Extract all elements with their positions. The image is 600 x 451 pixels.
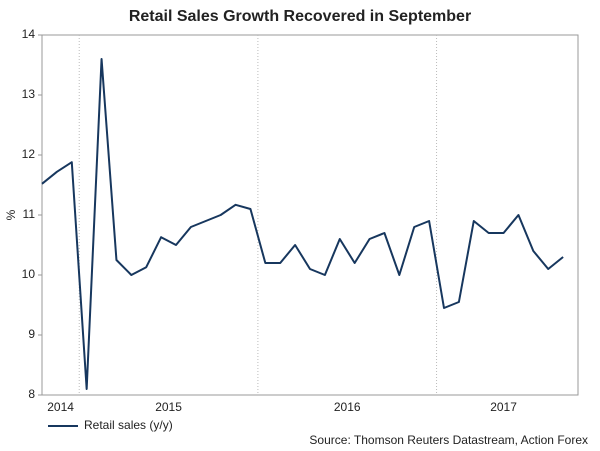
chart-title: Retail Sales Growth Recovered in Septemb… <box>129 8 471 25</box>
legend-label: Retail sales (y/y) <box>84 418 173 432</box>
y-tick-label: 9 <box>28 327 35 341</box>
y-tick-label: 14 <box>22 27 36 41</box>
y-tick-label: 13 <box>22 87 36 101</box>
source: Source: Thomson Reuters Datastream, Acti… <box>309 433 588 447</box>
y-axis-label: % <box>4 209 18 220</box>
y-tick-label: 11 <box>23 207 36 221</box>
x-tick-label: 2015 <box>155 400 182 414</box>
y-tick-label: 10 <box>22 267 36 281</box>
x-tick-label: 2014 <box>47 400 74 414</box>
y-tick-label: 12 <box>22 147 36 161</box>
x-tick-label: 2017 <box>490 400 517 414</box>
plot-area <box>41 34 579 396</box>
y-tick-label: 8 <box>28 387 35 401</box>
x-tick-label: 2016 <box>334 400 361 414</box>
line <box>41 58 564 390</box>
